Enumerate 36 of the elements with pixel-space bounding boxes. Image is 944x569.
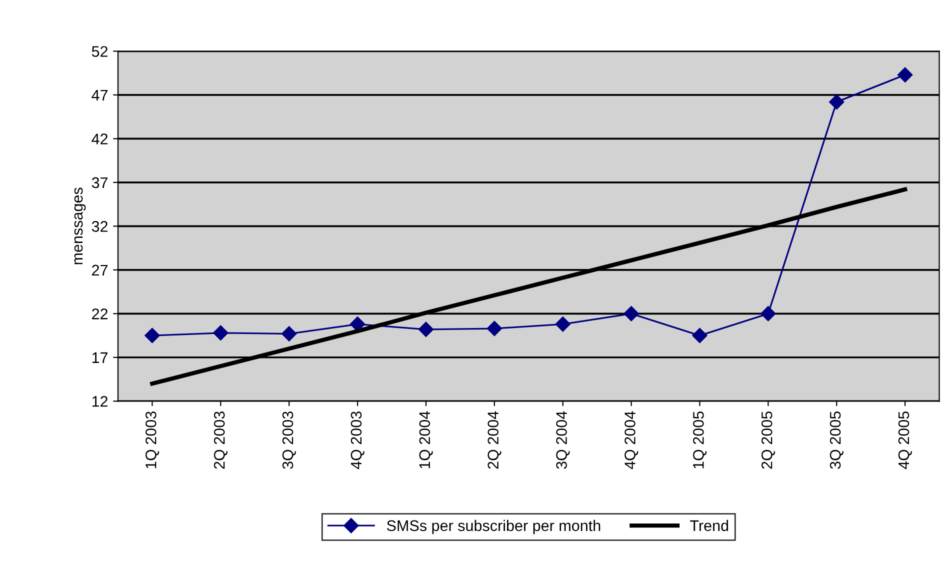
point <box>418 322 434 337</box>
point <box>829 94 844 110</box>
x-tick-label: 4Q 2004 <box>624 411 638 470</box>
x-tick-label: 3Q 2004 <box>556 411 570 469</box>
x-tick-label: 3Q 2005 <box>830 412 844 469</box>
point <box>486 320 502 336</box>
point <box>282 326 297 342</box>
x-tick-label: 1Q 2004 <box>419 411 433 468</box>
point <box>624 306 639 322</box>
point <box>555 316 570 332</box>
point <box>897 67 913 82</box>
y-tick-label: 12 <box>92 396 108 407</box>
x-tick-label: 1Q 2003 <box>146 412 160 468</box>
y-tick-label: 42 <box>92 134 108 144</box>
y-tick-label: 47 <box>92 90 108 100</box>
point <box>144 328 160 344</box>
legend-label: SMSs per subscriber per month <box>386 520 600 534</box>
y-tick-label: 37 <box>92 177 108 188</box>
x-tick-label: 4Q 2003 <box>350 412 364 470</box>
x-tick-label: 2Q 2004 <box>488 411 502 469</box>
legend-label: Trend <box>690 520 728 532</box>
x-tick-label: 1Q 2005 <box>693 412 707 468</box>
y-tick-label: 52 <box>92 46 108 57</box>
x-tick-label: 2Q 2005 <box>761 412 776 469</box>
x-tick-label: 4Q 2005 <box>898 412 912 470</box>
point <box>692 328 708 344</box>
y-tick-label: 32 <box>92 221 108 232</box>
point <box>350 316 366 332</box>
y-tick-label: 17 <box>92 352 108 363</box>
y-tick-label: 27 <box>92 264 108 276</box>
point <box>760 306 776 322</box>
x-tick-label: 2Q 2003 <box>214 412 228 469</box>
y-tick-label: 22 <box>92 308 108 320</box>
point <box>213 325 228 340</box>
y-axis-title: menssages <box>74 188 86 264</box>
x-tick-label: 3Q 2003 <box>282 412 296 469</box>
